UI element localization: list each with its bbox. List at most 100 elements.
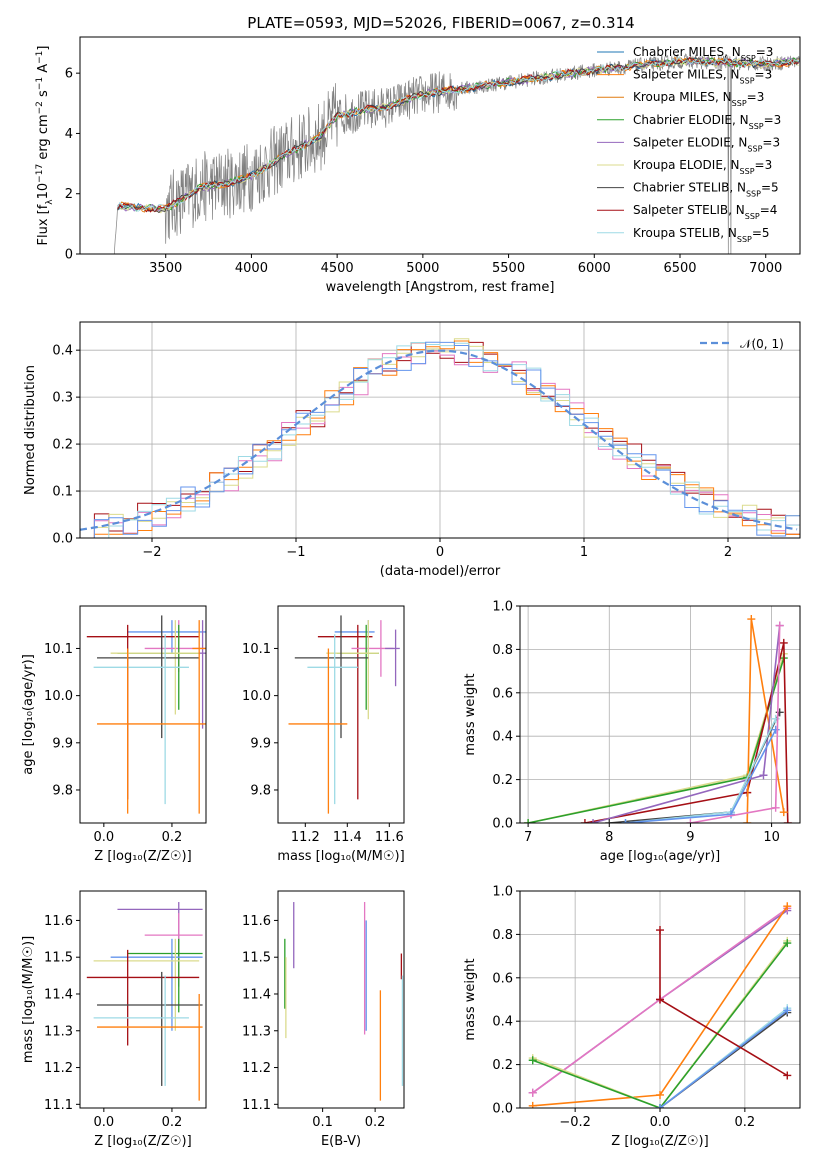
x-tick-label: 9: [686, 830, 694, 845]
age-vs-mass-panel: 11.2 11.4 11.6 9.8 9.9 10.0 10.1 mass [log₁₀(M/…: [242, 605, 405, 864]
mass-weight-marker: [528, 1088, 537, 1097]
axes-frame: [79, 36, 801, 255]
model-spectrum: [117, 56, 799, 212]
mass-weight-line: [527, 657, 785, 823]
axes-frame: [79, 321, 801, 539]
legend-entry: Chabrier STELIB, NSSP=5: [633, 181, 779, 199]
mass-weight-marker: [779, 638, 788, 647]
x-tick-label: 0.0: [93, 1115, 114, 1130]
mass-weight-marker: [743, 819, 752, 823]
y-tick-label: 2: [65, 187, 73, 202]
age-vs-Z-panel: 0.0 0.2 9.8 9.9 10.0 10.1 Z [log₁₀(Z/Z☉)] age […: [21, 605, 207, 864]
error-bar: [97, 648, 206, 814]
y-tick-label: 0.4: [492, 730, 513, 745]
mass-weight-line: [609, 711, 781, 823]
y-tick-label: 9.8: [52, 783, 73, 798]
x-tick-label: 0.2: [162, 830, 183, 845]
x-tick-label: −1: [286, 545, 305, 560]
axes-frame: [519, 890, 801, 1109]
error-bar: [97, 993, 203, 1101]
legend-entry: Salpeter MILES, NSSP=3: [633, 68, 772, 86]
y-tick-label: 0.4: [52, 344, 73, 359]
legend-entry: Chabrier ELODIE, NSSP=3: [633, 113, 781, 131]
y-tick-label: 0.6: [492, 971, 513, 986]
y-tick-label: 11.1: [242, 1098, 271, 1113]
mass-weight-marker: [656, 1090, 664, 1099]
x-tick-label: 7000: [749, 261, 782, 276]
x-axis-label: wavelength [Angstrom, rest frame]: [326, 280, 555, 295]
y-tick-label: 11.4: [242, 987, 271, 1002]
legend-entry: Kroupa STELIB, NSSP=5: [633, 226, 770, 244]
mass-weight-line: [659, 1009, 788, 1108]
y-axis-label: Normed distribution: [23, 365, 38, 495]
y-tick-label: 0.0: [52, 532, 73, 547]
mass-weight-marker: [656, 926, 664, 935]
mass-weight-marker: [783, 939, 792, 948]
y-axis-label: mass [log₁₀(M/M☉)]: [21, 936, 36, 1063]
mass-weight-marker: [747, 615, 756, 624]
x-tick-label: 0: [436, 545, 444, 560]
axes-frame: [277, 605, 405, 824]
y-tick-label: 11.1: [44, 1098, 73, 1113]
mass-weight-marker: [621, 819, 630, 823]
y-axis-label: mass weight: [463, 958, 478, 1040]
mass-weight-marker: [779, 808, 788, 817]
x-axis-label: Z [log₁₀(Z/Z☉)]: [94, 849, 191, 864]
y-tick-label: 0.0: [492, 1102, 513, 1117]
residual-histogram: [80, 340, 800, 538]
x-tick-label: 11.2: [291, 830, 320, 845]
y-tick-label: 6: [65, 67, 73, 82]
x-tick-label: 4500: [321, 261, 354, 276]
mass-weight-marker: [727, 810, 736, 819]
error-bar: [93, 938, 200, 1031]
y-tick-label: 11.6: [44, 914, 73, 929]
x-tick-label: −0.2: [559, 1115, 591, 1130]
error-bar: [192, 620, 206, 814]
y-tick-label: 10.1: [44, 642, 73, 657]
error-bar: [127, 938, 203, 1013]
mass-weight-marker: [783, 1006, 792, 1015]
mass-weight-vs-age-panel: 7 8 9 10 0.0 0.2 0.4 0.6 0.8 1.0 age [log₁₀(age/yr…: [463, 600, 801, 864]
y-axis-label: mass weight: [463, 673, 478, 755]
error-bar: [317, 624, 373, 800]
axes-frame: [277, 890, 405, 1109]
y-tick-label: 0.1: [52, 485, 73, 500]
x-axis-label: age [log₁₀(age/yr)]: [600, 849, 721, 864]
mass-weight-marker: [686, 819, 695, 823]
mass-weight-line: [592, 625, 781, 823]
y-tick-label: 11.3: [44, 1024, 73, 1039]
normal-curve: [80, 349, 798, 531]
legend-entry: 𝒩(0, 1): [740, 337, 784, 351]
y-tick-label: 0.4: [492, 1015, 513, 1030]
x-tick-label: 0.2: [365, 1115, 386, 1130]
error-bar: [86, 624, 200, 800]
x-tick-label: 0.1: [312, 1115, 333, 1130]
mass-weight-marker: [759, 771, 768, 780]
y-tick-label: 0.2: [492, 773, 513, 788]
error-bar: [294, 615, 369, 739]
y-tick-label: 11.3: [242, 1024, 271, 1039]
x-tick-label: 5500: [492, 261, 525, 276]
model-spectrum: [117, 57, 799, 212]
legend-entry: Salpeter STELIB, NSSP=4: [633, 203, 777, 221]
x-tick-label: 11.4: [333, 830, 362, 845]
mass-weight-marker: [775, 708, 784, 717]
y-tick-label: 10.1: [242, 642, 271, 657]
x-tick-label: 6000: [578, 261, 611, 276]
mass-vs-EBV-panel: 0.1 0.2 11.1 11.2 11.3 11.4 11.5 11.6 E(B-V): [242, 890, 405, 1149]
mass-weight-marker: [656, 995, 664, 1004]
y-tick-label: 0.8: [492, 643, 513, 658]
mass-weight-marker: [771, 725, 780, 734]
mass-weight-marker: [528, 1101, 537, 1108]
y-tick-label: 11.2: [44, 1061, 73, 1076]
x-tick-label: 2: [724, 545, 732, 560]
error-bar: [144, 913, 203, 980]
mass-weight-line: [532, 940, 788, 1108]
mass-weight-vs-Z-panel: −0.2 0.0 0.2 0.0 0.2 0.4 0.6 0.8 1.0 Z [log₁₀(Z/Z…: [463, 885, 801, 1149]
y-tick-label: 0: [65, 248, 73, 263]
y-tick-label: 0.3: [52, 391, 73, 406]
error-bar: [117, 902, 203, 987]
x-tick-label: 10: [763, 830, 780, 845]
y-tick-label: 1.0: [492, 600, 513, 615]
y-tick-label: 9.8: [250, 783, 271, 798]
